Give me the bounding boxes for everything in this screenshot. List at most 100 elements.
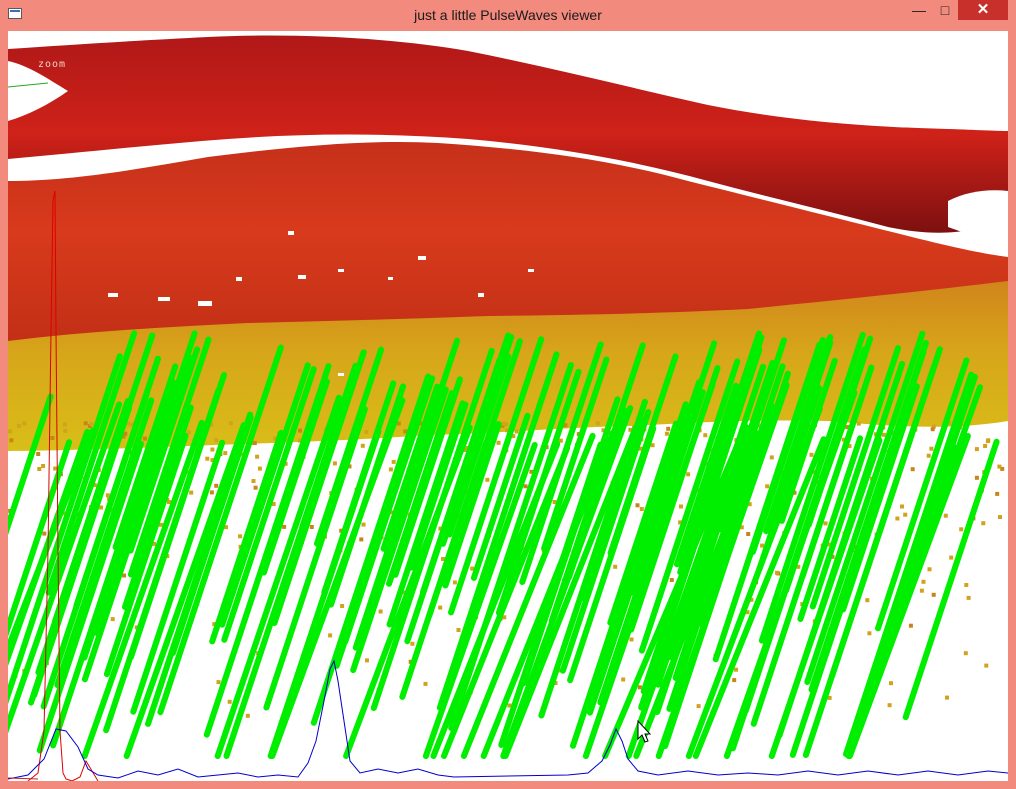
- pulse-line: [314, 346, 385, 547]
- pointcloud-viewport[interactable]: zoom: [8, 31, 1008, 781]
- scatter-point: [438, 605, 443, 610]
- pulse-line: [103, 432, 189, 678]
- pulse-line: [203, 363, 332, 738]
- pulse-line: [436, 351, 560, 711]
- mouse-cursor-icon: [637, 719, 652, 743]
- scatter-point: [257, 466, 262, 471]
- pulse-line: [122, 404, 194, 610]
- scatter-point: [283, 461, 288, 466]
- close-button[interactable]: ✕: [958, 0, 1008, 20]
- scatter-point: [463, 448, 468, 452]
- pulse-line: [440, 334, 515, 547]
- scatter-point: [823, 521, 828, 526]
- pulse-line: [570, 401, 689, 749]
- scatter-point: [613, 564, 618, 569]
- scatter-point: [966, 595, 971, 600]
- scatter-point: [607, 431, 612, 436]
- scatter-point: [125, 421, 130, 426]
- scatter-point: [827, 542, 832, 547]
- scatter-point: [396, 421, 401, 426]
- scatter-point: [931, 592, 936, 597]
- scatter-point: [41, 464, 46, 468]
- scatter-point: [903, 512, 908, 517]
- pulse-line: [559, 409, 652, 674]
- scatter-point: [339, 528, 344, 533]
- scatter-point: [297, 438, 302, 443]
- pulse-line: [700, 403, 776, 619]
- scatter-point: [391, 459, 396, 464]
- pulse-line: [352, 337, 461, 651]
- scatter-point: [502, 615, 507, 620]
- scatter-point: [209, 490, 214, 495]
- scatter-point: [189, 490, 194, 495]
- pulse-line: [221, 366, 317, 643]
- pointcloud-canvas[interactable]: [8, 31, 1008, 781]
- pulse-line: [223, 409, 344, 759]
- scatter-point: [216, 680, 221, 685]
- scatter-point: [983, 444, 988, 448]
- scatter-point: [159, 522, 163, 527]
- pulse-line: [674, 382, 739, 568]
- pulse-line: [157, 344, 284, 716]
- scatter-point: [36, 452, 41, 456]
- scatter-point: [639, 507, 644, 511]
- title-bar[interactable]: just a little PulseWaves viewer — □ ✕: [0, 0, 1016, 31]
- pulse-line: [498, 441, 604, 748]
- scatter-point: [558, 438, 563, 443]
- scatter-point: [496, 440, 501, 445]
- scatter-point: [282, 524, 287, 529]
- scatter-point: [553, 681, 558, 685]
- axis-marker: [8, 82, 49, 88]
- pulse-line: [127, 346, 201, 554]
- pulse-line: [797, 435, 864, 622]
- pulse-line: [269, 397, 406, 759]
- pulse-line: [677, 330, 762, 576]
- pulse-line: [420, 357, 503, 596]
- scatter-point: [470, 566, 475, 571]
- pulse-line: [422, 442, 538, 759]
- scatter-point: [514, 429, 519, 434]
- minimize-button[interactable]: —: [912, 2, 926, 18]
- pulse-line: [399, 439, 490, 700]
- scatter-point: [595, 421, 600, 426]
- scatter-point: [245, 713, 250, 718]
- pulse-line: [386, 400, 466, 628]
- pulse-line: [809, 345, 902, 610]
- scatter-point: [53, 466, 58, 471]
- scatter-point: [997, 464, 1002, 469]
- scatter-point: [739, 525, 744, 530]
- pulse-line: [654, 360, 776, 715]
- scatter-point: [410, 641, 415, 646]
- scatter-point: [734, 667, 739, 672]
- pulse-line: [692, 436, 827, 759]
- scatter-point: [959, 527, 964, 532]
- scatter-point: [419, 421, 424, 426]
- scatter-point: [865, 598, 870, 603]
- scatter-point: [792, 490, 797, 495]
- scatter-point: [809, 452, 814, 457]
- scatter-point: [827, 695, 832, 700]
- pulse-line: [799, 386, 868, 579]
- pulse-line: [662, 370, 791, 750]
- scatter-point: [63, 428, 68, 433]
- scatter-point: [507, 703, 512, 708]
- maximize-button[interactable]: □: [940, 2, 950, 18]
- pulse-line: [81, 354, 194, 683]
- scatter-point: [501, 421, 506, 426]
- pulse-line: [50, 378, 176, 749]
- scatter-point: [223, 451, 228, 456]
- scatter-point: [985, 439, 990, 444]
- scatter-point: [8, 429, 13, 434]
- scatter-point: [769, 455, 774, 460]
- pulse-line: [666, 363, 786, 712]
- scatter-point: [214, 438, 219, 443]
- scatter-point: [298, 428, 302, 433]
- app-icon[interactable]: [8, 8, 22, 19]
- scatter-point: [947, 421, 952, 425]
- canopy-middle-layer: [8, 141, 1008, 341]
- scatter-point: [887, 703, 892, 708]
- scatter-point: [105, 493, 110, 498]
- pulse-line: [718, 337, 787, 533]
- scatter-point: [37, 467, 42, 471]
- pulse-line: [845, 384, 983, 759]
